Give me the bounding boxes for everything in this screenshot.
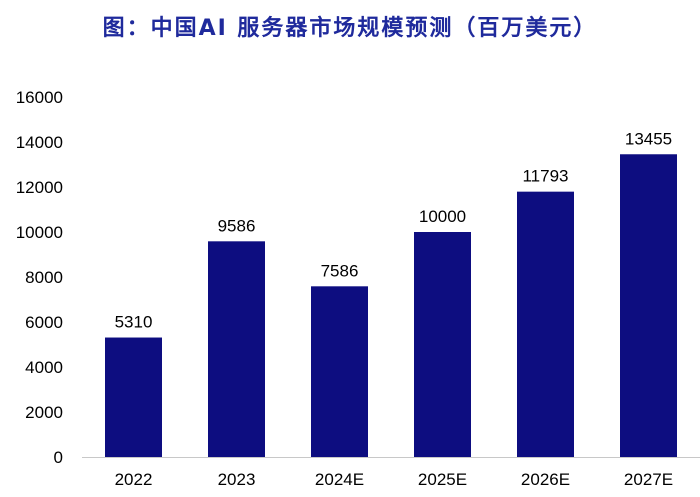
x-tick-label-2024E: 2024E [315,470,364,489]
y-tick-label-6000: 6000 [25,313,63,332]
x-tick-label-2026E: 2026E [521,470,570,489]
y-tick-label-12000: 12000 [16,178,63,197]
x-tick-label-2027E: 2027E [624,470,673,489]
data-label-2027E: 13455 [625,129,672,148]
y-tick-label-0: 0 [54,448,63,467]
bar-2026E [517,191,574,457]
bar-2027E [620,154,677,457]
x-tick-label-2022: 2022 [115,470,153,489]
data-labels-group: 5310 9586 7586 10000 11793 13455 [115,129,673,331]
bars-group [105,154,677,457]
bar-2022 [105,337,162,457]
data-label-2026E: 11793 [522,167,568,186]
data-label-2025E: 10000 [419,207,466,226]
data-label-2022: 5310 [115,313,153,332]
y-tick-label-2000: 2000 [25,403,63,422]
y-tick-label-16000: 16000 [16,88,63,107]
data-label-2023: 9586 [218,216,256,235]
y-tick-label-8000: 8000 [25,268,63,287]
bar-2023 [208,241,265,457]
bar-2024E [311,286,368,457]
bar-2025E [414,232,471,457]
y-axis-ticks: 0 2000 4000 6000 8000 10000 12000 14000 16000 [16,88,63,467]
y-tick-label-14000: 14000 [16,133,63,152]
chart-title: 图：中国AI 服务器市场规模预测（百万美元） [102,16,598,41]
x-axis-ticks: 2022 2023 2024E 2025E 2026E 2027E [115,470,674,489]
x-tick-label-2023: 2023 [218,470,256,489]
data-label-2024E: 7586 [321,261,359,280]
y-tick-label-4000: 4000 [25,358,63,377]
x-tick-label-2025E: 2025E [418,470,467,489]
y-tick-label-10000: 10000 [16,223,63,242]
